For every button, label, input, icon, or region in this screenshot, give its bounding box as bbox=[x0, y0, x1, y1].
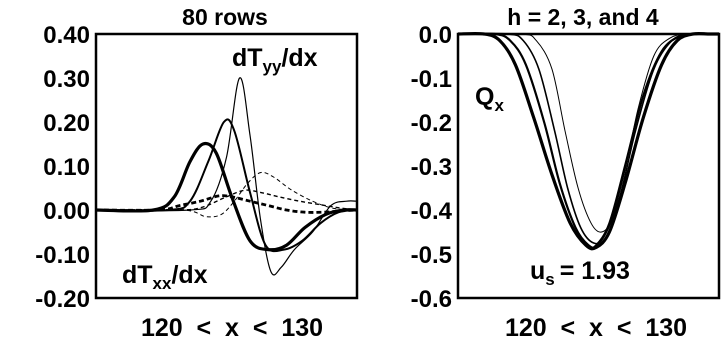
y-tick-label: -0.10 bbox=[35, 242, 90, 269]
left-y-ticks: 0.40 0.30 0.20 0.10 0.00 -0.10 -0.20 bbox=[35, 22, 90, 313]
right-series-line-2 bbox=[457, 32, 720, 249]
y-tick-label: -0.1 bbox=[411, 66, 452, 93]
left-plot-frame bbox=[94, 32, 359, 300]
left-series-lines bbox=[95, 77, 358, 276]
y-tick-label: -0.2 bbox=[411, 110, 452, 137]
right-panel-title: h = 2, 3, and 4 bbox=[507, 4, 659, 30]
right-series-lines bbox=[457, 31, 720, 251]
y-tick-label: 0.00 bbox=[43, 198, 90, 225]
left-x-axis-label: 120 < x < 130 bbox=[141, 314, 323, 342]
right-panel: h = 2, 3, and 4 0.0 -0.1 -0.2 -0.3 -0.4 -0.5 -… bbox=[411, 4, 721, 342]
left-panel: 80 rows 0.40 0.30 0.20 0.10 0.00 -0.10 -0.20 d… bbox=[35, 4, 359, 342]
y-tick-label: -0.4 bbox=[411, 198, 453, 225]
y-tick-label: 0.10 bbox=[43, 154, 90, 181]
right-series-line-1 bbox=[457, 31, 719, 251]
y-tick-label: 0.40 bbox=[43, 22, 90, 49]
left-series-line-6 bbox=[95, 171, 358, 218]
left-series-line-2 bbox=[95, 118, 358, 253]
right-series-line-3 bbox=[457, 32, 720, 245]
dtyy-annotation: dTyy/dx bbox=[232, 44, 318, 76]
y-tick-label: -0.5 bbox=[411, 242, 452, 269]
right-y-ticks: 0.0 -0.1 -0.2 -0.3 -0.4 -0.5 -0.6 bbox=[411, 22, 453, 313]
right-series-line-4 bbox=[457, 33, 720, 233]
y-tick-label: 0.30 bbox=[43, 66, 90, 93]
left-series-line-4 bbox=[95, 194, 358, 214]
qx-annotation: Qx bbox=[475, 83, 504, 115]
us-annotation: us = 1.93 bbox=[530, 257, 630, 289]
y-tick-label: -0.6 bbox=[411, 286, 452, 313]
y-tick-label: 0.20 bbox=[43, 110, 90, 137]
left-series-line-5 bbox=[95, 189, 358, 211]
right-x-axis-label: 120 < x < 130 bbox=[505, 314, 687, 342]
y-tick-label: -0.3 bbox=[411, 154, 452, 181]
left-series-line-3 bbox=[95, 77, 358, 276]
left-panel-title: 80 rows bbox=[182, 4, 268, 30]
right-plot-frame bbox=[456, 32, 721, 300]
y-tick-label: 0.0 bbox=[419, 22, 452, 49]
dtxx-annotation: dTxx/dx bbox=[122, 261, 208, 293]
y-tick-label: -0.20 bbox=[35, 286, 90, 313]
